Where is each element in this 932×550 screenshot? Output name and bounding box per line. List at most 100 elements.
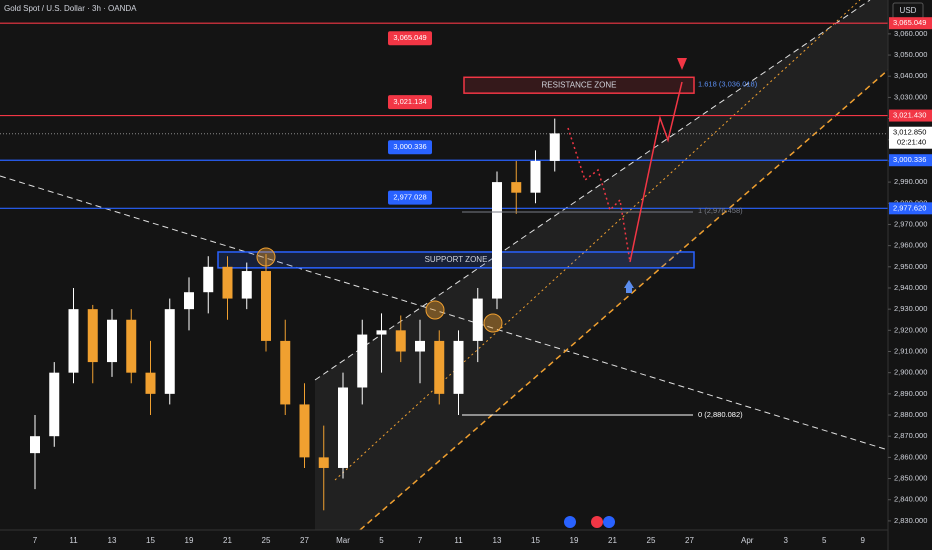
price-axis — [888, 0, 932, 550]
candle-body — [203, 266, 214, 293]
x-tick-label: 27 — [300, 536, 309, 545]
touch-circle — [483, 313, 503, 333]
candle-body — [357, 334, 368, 388]
y-tick-label: 2,830.000 — [894, 516, 927, 525]
x-tick-label: 7 — [418, 536, 423, 545]
projection — [629, 81, 683, 263]
candle-body — [376, 330, 387, 335]
y-tick-label: 3,050.000 — [894, 50, 927, 59]
y-tick-label: 2,910.000 — [894, 346, 927, 355]
arrow-up-stem — [626, 288, 632, 293]
fib-label: 1 (2,976.458) — [698, 206, 743, 215]
touch-circle — [256, 247, 276, 267]
level-tag — [889, 154, 932, 167]
last-price-label: 3,012.850 — [893, 128, 926, 137]
x-tick-label: Mar — [336, 536, 350, 545]
x-tick-label: 11 — [454, 536, 463, 545]
x-tick-label: 19 — [570, 536, 579, 545]
y-tick-label: 2,880.000 — [894, 410, 927, 419]
x-tick-label: 15 — [531, 536, 540, 545]
candle-body — [318, 457, 329, 468]
zone — [463, 76, 695, 94]
candle-body — [395, 330, 406, 352]
y-tick-label: 2,920.000 — [894, 325, 927, 334]
y-tick-label: 3,030.000 — [894, 92, 927, 101]
y-tick-label: 3,040.000 — [894, 71, 927, 80]
candle-body — [222, 266, 233, 299]
event-icon[interactable] — [591, 516, 603, 528]
x-tick-label: 7 — [33, 536, 38, 545]
channel-lower — [359, 69, 889, 531]
candle-body — [87, 309, 98, 363]
level-tag-label: 3,021.430 — [893, 111, 926, 120]
candle-body — [241, 271, 252, 299]
zone-label: RESISTANCE ZONE — [542, 80, 617, 89]
candle-body — [511, 182, 522, 193]
x-tick-label: 25 — [262, 536, 271, 545]
x-tick-label: 21 — [608, 536, 617, 545]
x-tick-label: 9 — [861, 536, 866, 545]
level-tag-label: 2,977.620 — [893, 203, 926, 212]
event-icon[interactable] — [564, 516, 576, 528]
candle-body — [164, 309, 175, 394]
x-tick-label: 27 — [685, 536, 694, 545]
y-tick-label: 2,870.000 — [894, 431, 927, 440]
price-label-box — [388, 31, 432, 46]
y-tick-label: 3,060.000 — [894, 29, 927, 38]
candle-body — [415, 340, 425, 352]
candle-body — [453, 340, 464, 394]
candle-body — [280, 340, 291, 405]
y-tick-label: 2,900.000 — [894, 368, 927, 377]
x-tick-label: 13 — [108, 536, 117, 545]
y-tick-label: 2,890.000 — [894, 389, 927, 398]
level-tag-label: 3,065.049 — [893, 18, 926, 27]
candle-body — [434, 340, 445, 394]
level-tag — [889, 17, 932, 30]
candle-body — [107, 319, 117, 363]
candle-body — [549, 133, 560, 161]
zone-label: SUPPORT ZONE — [425, 255, 488, 264]
price-label: 3,021.134 — [393, 97, 426, 106]
candle-body — [492, 182, 502, 299]
y-tick-label: 2,850.000 — [894, 474, 927, 483]
candle-body — [261, 271, 271, 341]
candle-body — [530, 160, 541, 193]
candle-body — [30, 436, 40, 454]
x-tick-label: 15 — [146, 536, 155, 545]
y-tick-label: 2,940.000 — [894, 283, 927, 292]
price-label-box — [388, 190, 432, 205]
x-tick-label: 19 — [185, 536, 194, 545]
price-label: 3,065.049 — [393, 33, 426, 42]
candle-body — [184, 292, 194, 310]
price-label: 2,977.028 — [393, 193, 426, 202]
arrow-up — [624, 280, 634, 288]
level-tag-label: 3,000.336 — [893, 155, 926, 164]
price-label-box — [388, 95, 432, 110]
y-tick-label: 2,930.000 — [894, 304, 927, 313]
chart-title: Gold Spot / U.S. Dollar · 3h · OANDA — [4, 4, 137, 13]
zone — [217, 251, 695, 269]
y-tick-label: 2,970.000 — [894, 219, 927, 228]
event-icon[interactable] — [603, 516, 615, 528]
candle-body — [338, 387, 348, 468]
candle-body — [472, 298, 483, 341]
candle-body — [126, 319, 137, 373]
level-tag — [889, 109, 932, 122]
y-tick-label: 2,860.000 — [894, 452, 927, 461]
currency[interactable]: USD — [900, 6, 917, 15]
countdown: 02:21:40 — [897, 138, 926, 147]
x-tick-label: 11 — [69, 536, 78, 545]
candle-body — [68, 309, 79, 373]
last-price-tag — [889, 126, 932, 149]
level-tag — [889, 202, 932, 215]
x-tick-label: 5 — [379, 536, 384, 545]
y-tick-label: 2,990.000 — [894, 177, 927, 186]
candle-body — [299, 404, 310, 458]
price-label-box — [388, 140, 432, 155]
channel-upper — [314, 0, 871, 381]
y-tick-label: 2,960.000 — [894, 241, 927, 250]
x-tick-label: 21 — [223, 536, 232, 545]
fib-label: 1.618 (3,036.018) — [698, 80, 758, 89]
